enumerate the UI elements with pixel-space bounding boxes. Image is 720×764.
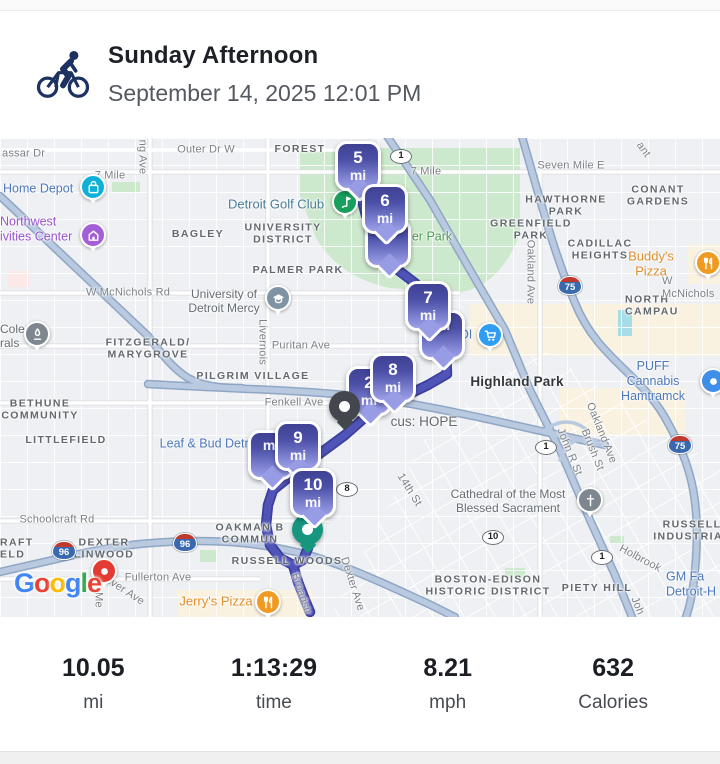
- route-shield: 1: [390, 149, 412, 164]
- mile-marker-7: 7 mi: [405, 281, 451, 343]
- activity-datetime: September 14, 2025 12:01 PM: [108, 80, 422, 106]
- mile-marker-5: 5 mi: [335, 141, 381, 203]
- stat-value: 10.05: [62, 654, 125, 682]
- bottom-divider: [0, 751, 720, 764]
- route-shield: 1: [535, 440, 557, 455]
- mile-marker: mi: [248, 430, 294, 492]
- google-logo-letter: G: [14, 568, 35, 598]
- interstate-shield: 96: [173, 533, 197, 552]
- stat-value: 632: [592, 654, 634, 682]
- interstate-shield: 75: [668, 435, 692, 454]
- google-logo-letter: o: [49, 568, 66, 598]
- stat-calories: 632 Calories: [578, 654, 648, 714]
- activity-stats: 10.05 mi 1:13:29 time 8.21 mph 632 Calor…: [0, 617, 720, 751]
- google-logo-letter: l: [80, 568, 88, 598]
- interstate-shield: 96: [52, 541, 76, 560]
- memorial-icon[interactable]: [24, 321, 50, 351]
- stat-label: mi: [83, 692, 104, 713]
- activity-title: Sunday Afternoon: [108, 42, 319, 69]
- poi-dot-icon[interactable]: [700, 368, 720, 398]
- stat-label: time: [255, 692, 292, 713]
- stat-distance: 10.05 mi: [62, 654, 125, 714]
- cycling-icon: [32, 48, 94, 101]
- mile-marker-10: 10 mi: [290, 468, 336, 530]
- stat-label: Calories: [578, 692, 648, 713]
- stat-label: mph: [429, 692, 467, 713]
- restaurant-icon[interactable]: [255, 589, 281, 617]
- stat-speed: 8.21 mph: [423, 654, 472, 714]
- google-logo[interactable]: Google: [14, 568, 102, 599]
- mile-marker-8: 8 mi: [370, 353, 416, 415]
- activity-header: Sunday Afternoon September 14, 2025 12:0…: [0, 11, 720, 138]
- stat-time: 1:13:29 time: [231, 654, 317, 714]
- start-pin: [329, 391, 360, 422]
- stat-value: 1:13:29: [230, 654, 318, 682]
- community-center-icon[interactable]: [80, 222, 106, 252]
- grocery-cart-icon[interactable]: [477, 322, 503, 352]
- university-icon[interactable]: [265, 285, 291, 315]
- shopping-bag-icon[interactable]: [80, 174, 106, 204]
- google-logo-letter: e: [87, 568, 102, 598]
- restaurant-icon[interactable]: [695, 250, 720, 280]
- google-logo-letter: g: [65, 568, 81, 598]
- route-map[interactable]: FOREST BAGLEY UNIVERSITY DISTRICT HAWTHORNE…: [0, 138, 720, 617]
- stat-value: 8.21: [423, 654, 472, 682]
- poi-dot-icon[interactable]: [91, 558, 117, 588]
- route-shield: 8: [336, 482, 358, 497]
- top-divider: [0, 0, 720, 11]
- church-icon[interactable]: [577, 487, 603, 517]
- route-shield: 10: [482, 530, 504, 545]
- mile-marker-6: 6 mi: [362, 184, 408, 246]
- header-text: Sunday Afternoon September 14, 2025 12:0…: [108, 42, 421, 107]
- mile-marker-9: 9 mi: [275, 421, 321, 483]
- route-shield: 1: [591, 550, 613, 565]
- google-logo-letter: o: [34, 568, 50, 598]
- interstate-shield: 75: [558, 276, 582, 295]
